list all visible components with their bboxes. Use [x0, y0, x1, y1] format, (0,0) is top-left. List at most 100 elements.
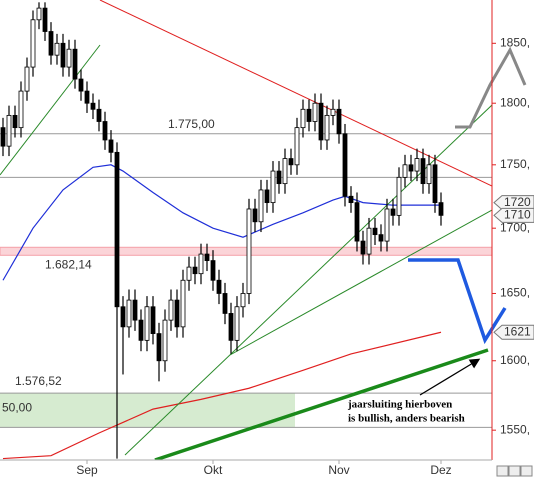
candle-body [216, 279, 222, 294]
candle-body [180, 279, 186, 328]
candle-body [246, 208, 252, 294]
candle-body [270, 170, 276, 204]
candle-body [294, 127, 300, 166]
candle-body [12, 114, 18, 129]
candle-body [348, 195, 354, 204]
candle-body [402, 164, 408, 178]
candle-body [324, 114, 330, 141]
candle-body [366, 227, 372, 255]
candle-body [102, 121, 108, 141]
trend-line [124, 104, 492, 456]
candle-body [126, 299, 132, 328]
candle-body [432, 164, 438, 204]
candle-body [54, 42, 60, 56]
zone-label: 50,00 [2, 400, 32, 414]
candle-body [240, 293, 246, 308]
price-tag-label: 1710 [504, 208, 531, 222]
candle-body [264, 189, 270, 204]
support-line [154, 348, 489, 460]
candle-body [132, 299, 138, 321]
y-tick-label: 1800, [500, 95, 530, 109]
candle-body [396, 176, 402, 216]
candle-body [78, 78, 84, 92]
y-tick-label: 1700, [500, 220, 530, 234]
candle-body [318, 102, 324, 141]
candle-body [192, 266, 198, 275]
candle-body [150, 306, 156, 334]
candle-body [24, 66, 30, 92]
candle-body [438, 202, 444, 216]
y-tick-label: 1600, [500, 353, 530, 367]
candle-body [276, 170, 282, 185]
x-tick-label: Dez [430, 463, 451, 477]
candle-body [360, 240, 366, 255]
candle-body [306, 108, 312, 122]
zoom-icon[interactable] [508, 465, 521, 477]
candle-body [378, 234, 384, 242]
resistance-line [99, 0, 492, 187]
candle-body [210, 260, 216, 281]
x-tick-label: Sep [76, 463, 98, 477]
candle-body [354, 202, 360, 242]
price-tag-label: 1621 [504, 324, 531, 338]
candle-body [48, 31, 54, 56]
candle-body [222, 293, 228, 314]
candle-body [162, 319, 168, 362]
candle-body [120, 306, 126, 328]
plot-over [0, 2, 444, 459]
moving-average [2, 331, 442, 460]
candle-body [282, 158, 288, 185]
y-tick-label: 1650, [500, 286, 530, 300]
resize-icon[interactable] [520, 465, 533, 477]
candle-body [60, 42, 66, 68]
plot-under [0, 133, 492, 460]
candle-body [114, 151, 120, 308]
candle-body [174, 299, 180, 328]
candle-body [198, 253, 204, 275]
level-band [0, 246, 492, 256]
candle-body [204, 253, 210, 261]
candle-body [312, 102, 318, 122]
bearish-arrow [408, 258, 507, 345]
level-label: 1.775,00 [168, 117, 215, 131]
candle-body [72, 48, 78, 80]
candle-body [372, 227, 378, 236]
candle-body [36, 7, 42, 21]
candle-body [144, 306, 150, 341]
annotation: jaarsluiting hierboven [347, 399, 452, 411]
candle-body [384, 208, 390, 242]
candle-body [414, 158, 420, 172]
candle-body [84, 90, 90, 104]
candle-body [168, 299, 174, 321]
level-label: 1.682,14 [45, 257, 92, 271]
support-zone [0, 393, 295, 428]
candle-body [408, 164, 414, 172]
y-tick-label: 1550, [500, 422, 530, 436]
candle-body [108, 139, 114, 153]
toolbar-icons[interactable] [496, 465, 533, 477]
scroll-icon[interactable] [496, 465, 509, 477]
y-tick-label: 1850, [500, 35, 530, 49]
trend-line [0, 44, 101, 176]
candle-body [420, 158, 426, 185]
candle-body [186, 266, 192, 281]
moving-average [2, 164, 441, 281]
candle-body [96, 108, 102, 122]
annotation: is bullish, anders bearish [348, 413, 465, 425]
candle-body [330, 108, 336, 116]
candle-body [228, 313, 234, 341]
candle-body [42, 7, 48, 32]
candle-body [66, 48, 72, 68]
candle-body [0, 127, 6, 147]
level-label: 1.576,52 [15, 374, 62, 388]
candle-body [156, 333, 162, 362]
candle-body [138, 319, 144, 341]
candle-body [342, 133, 348, 197]
candle-body [336, 108, 342, 135]
candle-body [288, 158, 294, 166]
candle-body [234, 306, 240, 341]
candle-body [300, 108, 306, 129]
x-tick-label: Okt [204, 463, 223, 477]
